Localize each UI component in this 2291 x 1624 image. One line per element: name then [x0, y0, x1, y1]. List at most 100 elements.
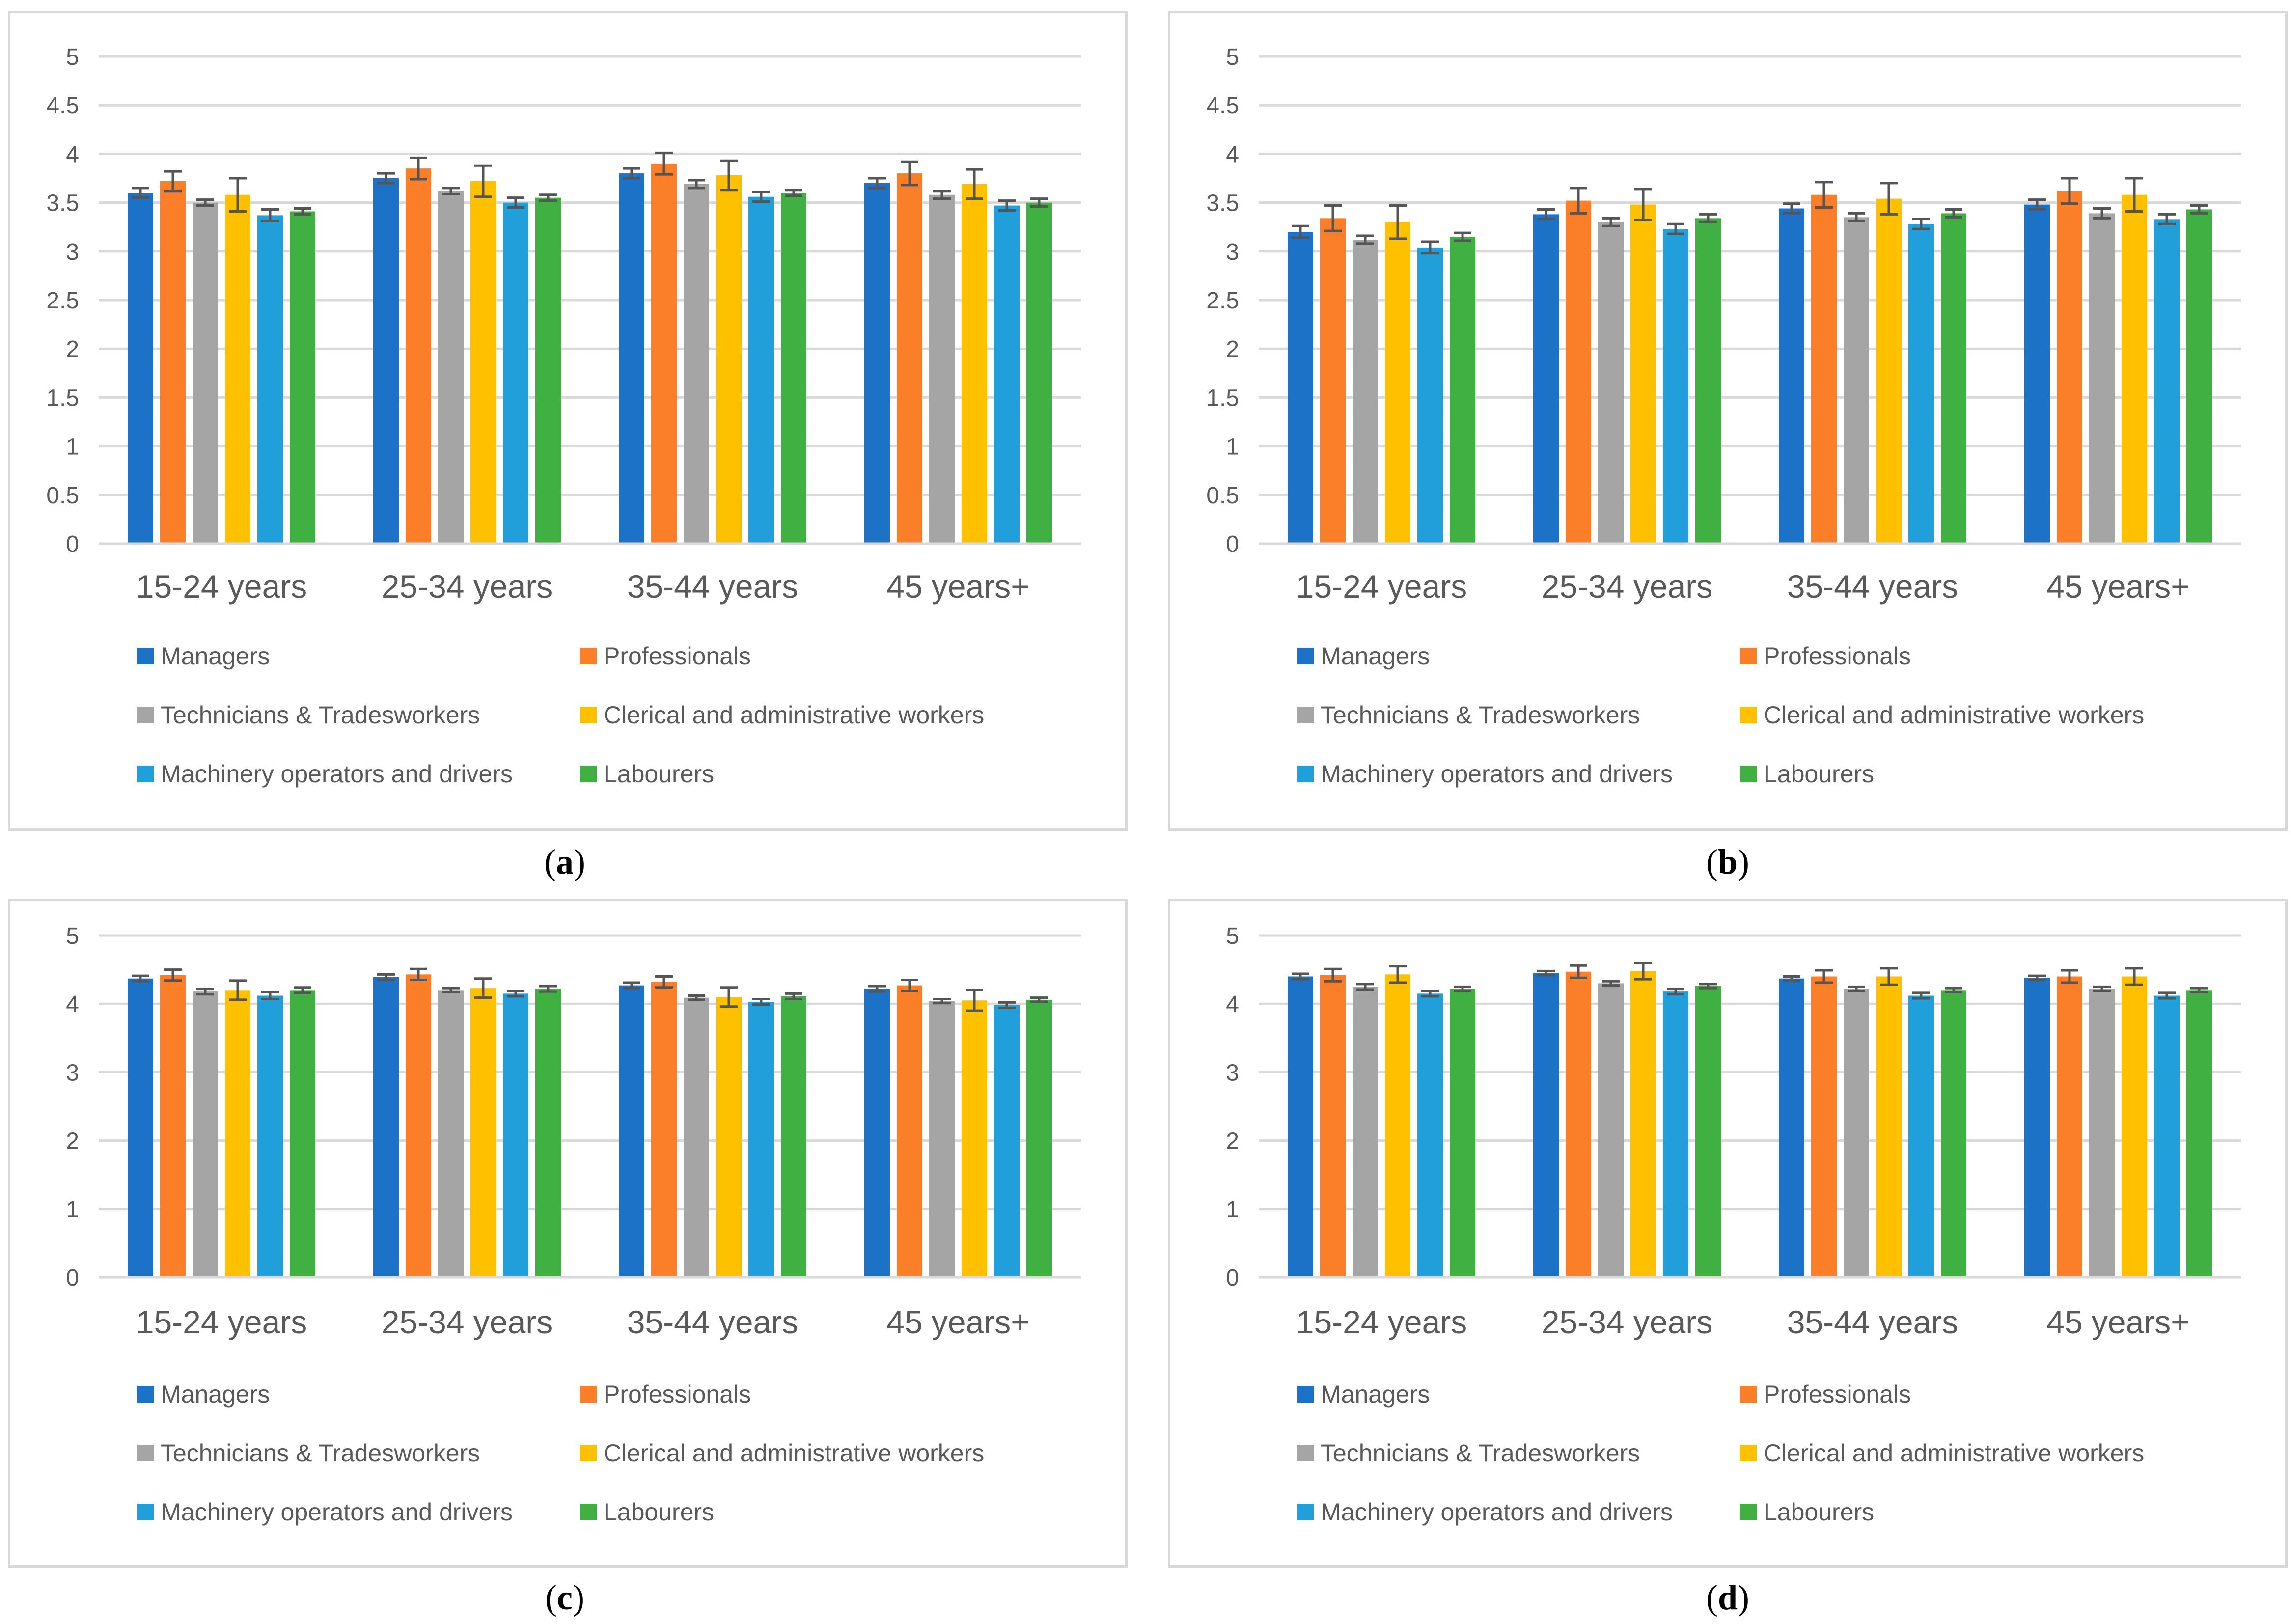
error-bar-c-machinery-1 [507, 990, 524, 998]
error-bar-a-clerical-2 [720, 159, 738, 192]
error-bar-a-machinery-3 [998, 199, 1016, 212]
error-bar-d-managers-0 [1292, 972, 1309, 981]
legend-item-c-professionals: Professionals [580, 1380, 751, 1408]
bar-c-labourers-0 [290, 990, 315, 1277]
x-category-label-d-1: 25-34 years [1542, 1304, 1713, 1340]
y-tick-label-b-9: 4.5 [1206, 93, 1239, 119]
legend-label-b-managers: Managers [1321, 642, 1430, 670]
y-tick-label-d-2: 2 [1226, 1129, 1239, 1155]
bar-c-labourers-1 [535, 989, 561, 1277]
bar-c-managers-1 [373, 977, 399, 1277]
legend-label-c-professionals: Professionals [604, 1380, 751, 1408]
y-tick-label-c-1: 1 [66, 1197, 79, 1223]
chart-plot-a: 0 0.5 1 1.5 2 2.5 3 3.5 4 4.5 5 15-24 years 25-34 ye… [46, 44, 1081, 605]
error-bar-a-labourers-2 [785, 189, 802, 197]
legend-item-c-managers: Managers [137, 1380, 270, 1408]
error-bar-d-technicians-3 [2093, 985, 2111, 992]
error-bar-a-professionals-2 [655, 151, 673, 176]
caption-c: (c) [545, 1578, 584, 1617]
legend-swatch-c-technicians [137, 1445, 154, 1461]
bar-c-clerical-3 [962, 1000, 987, 1277]
error-bar-b-managers-1 [1537, 208, 1555, 220]
bar-c-machinery-2 [748, 1002, 774, 1277]
y-tick-label-a-4: 2 [66, 336, 79, 362]
legend-swatch-a-machinery [137, 766, 154, 782]
error-bar-a-managers-1 [377, 172, 395, 185]
bar-c-managers-2 [619, 985, 644, 1277]
error-bar-b-clerical-1 [1634, 188, 1652, 221]
legend-label-a-managers: Managers [161, 642, 270, 670]
legend-swatch-a-labourers [580, 766, 597, 782]
bar-c-machinery-3 [994, 1005, 1020, 1277]
error-bar-d-professionals-3 [2061, 969, 2078, 984]
bar-a-labourers-0 [290, 211, 315, 544]
y-tick-label-b-8: 4 [1226, 141, 1239, 167]
error-bar-c-managers-0 [132, 974, 149, 983]
y-tick-label-a-6: 3 [66, 239, 79, 265]
bar-b-labourers-0 [1450, 237, 1475, 544]
x-category-label-a-3: 45 years+ [886, 568, 1030, 605]
chart-plot-d: 0 1 2 3 4 5 15-24 years 25-34 years 35-44 years 4… [1226, 923, 2241, 1340]
error-bar-c-machinery-2 [752, 997, 770, 1006]
legend-swatch-d-labourers [1740, 1504, 1757, 1520]
y-tick-label-c-2: 2 [66, 1129, 79, 1155]
legend-item-d-machinery: Machinery operators and drivers [1297, 1498, 1673, 1526]
legend-item-d-clerical: Clerical and administrative workers [1740, 1439, 2144, 1467]
bar-b-technicians-3 [2089, 213, 2115, 544]
error-bar-d-professionals-1 [1570, 964, 1587, 979]
error-bar-c-managers-1 [377, 973, 395, 981]
legend-swatch-d-technicians [1297, 1445, 1314, 1461]
legend-label-d-professionals: Professionals [1764, 1380, 1911, 1408]
chart-panel-d: 0 1 2 3 4 5 15-24 years 25-34 years 35-44 years 4… [1168, 899, 2288, 1568]
bar-c-professionals-0 [160, 975, 186, 1277]
error-bar-b-clerical-2 [1880, 182, 1898, 216]
legend-swatch-b-professionals [1740, 648, 1757, 664]
caption-d: (d) [1706, 1578, 1749, 1617]
bar-d-technicians-0 [1353, 987, 1378, 1277]
bar-a-managers-3 [864, 183, 890, 544]
error-bar-b-labourers-3 [2190, 204, 2208, 215]
error-bar-d-machinery-0 [1421, 990, 1439, 998]
bar-a-labourers-3 [1026, 202, 1052, 544]
error-bar-b-managers-2 [1783, 202, 1800, 215]
y-tick-label-c-3: 3 [66, 1060, 79, 1086]
legend-item-d-labourers: Labourers [1740, 1498, 1874, 1526]
error-bar-a-professionals-0 [164, 170, 182, 193]
legend-label-b-labourers: Labourers [1764, 760, 1875, 788]
error-bar-a-technicians-3 [933, 190, 951, 200]
bar-c-labourers-2 [781, 996, 806, 1277]
bar-a-technicians-0 [193, 202, 218, 544]
error-bar-a-professionals-3 [901, 160, 918, 187]
bar-c-managers-0 [128, 978, 153, 1277]
x-category-label-c-0: 15-24 years [136, 1304, 307, 1340]
bar-a-machinery-1 [503, 202, 528, 544]
y-tick-label-a-0: 0 [66, 531, 79, 557]
legend-swatch-c-clerical [580, 1445, 597, 1461]
error-bar-b-machinery-2 [1912, 218, 1930, 230]
error-bar-a-machinery-1 [507, 196, 524, 209]
error-bar-c-labourers-2 [785, 992, 802, 1000]
bar-d-technicians-2 [1844, 989, 1869, 1277]
bar-d-professionals-0 [1320, 975, 1346, 1277]
bar-a-clerical-3 [962, 184, 987, 544]
error-bar-c-machinery-3 [998, 1001, 1016, 1010]
legend-item-b-clerical: Clerical and administrative workers [1740, 701, 2144, 729]
legend-label-b-clerical: Clerical and administrative workers [1764, 701, 2145, 729]
bar-b-labourers-2 [1941, 213, 1966, 544]
legend-swatch-d-managers [1297, 1386, 1314, 1403]
error-bar-c-clerical-3 [966, 989, 983, 1012]
legend-label-c-labourers: Labourers [604, 1498, 715, 1526]
y-tick-label-d-5: 5 [1226, 923, 1239, 949]
y-tick-label-a-9: 4.5 [46, 93, 79, 119]
error-bar-a-technicians-2 [688, 179, 705, 190]
legend-item-d-professionals: Professionals [1740, 1380, 1911, 1408]
bar-a-machinery-0 [257, 215, 283, 544]
error-bar-d-machinery-2 [1912, 991, 1930, 1000]
legend-swatch-d-professionals [1740, 1386, 1757, 1403]
bar-d-technicians-1 [1598, 983, 1624, 1277]
error-bar-a-professionals-1 [410, 156, 427, 181]
y-tick-label-b-2: 1 [1226, 434, 1239, 460]
bar-a-technicians-1 [438, 191, 464, 544]
legend-label-a-technicians: Technicians & Tradesworkers [161, 701, 480, 729]
error-bar-c-managers-3 [868, 985, 886, 993]
